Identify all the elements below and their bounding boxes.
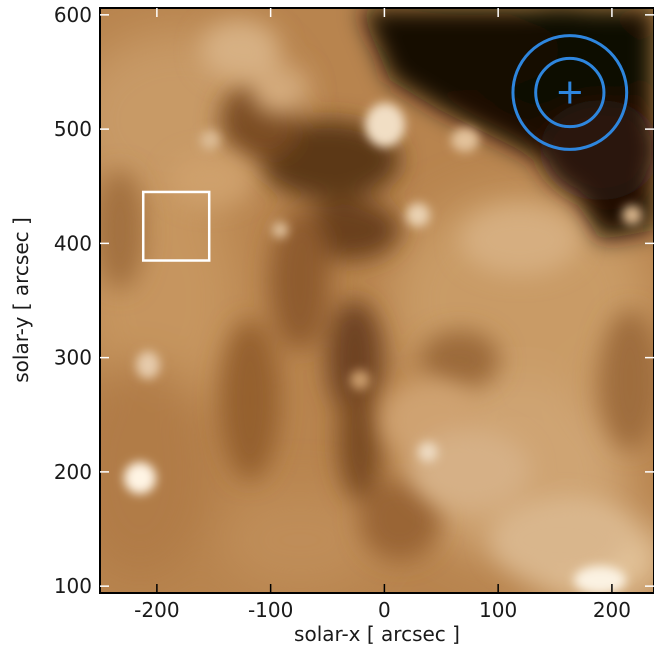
x-tick-label: 200 [593,598,631,622]
x-axis-ticks: -200 -100 0 100 200 [134,8,631,622]
x-tick-label: 100 [479,598,517,622]
x-tick-label: -100 [248,598,293,622]
y-tick-label: 100 [54,574,92,598]
target-outer-circle [511,34,629,151]
x-tick-label: -200 [134,598,179,622]
x-axis-label: solar-x [ arcsec ] [294,622,460,646]
y-tick-label: 200 [54,460,92,484]
y-axis-ticks: 100 200 300 400 500 600 [54,3,654,598]
solar-image [100,8,654,593]
x-tick-label: 0 [378,598,391,622]
y-tick-label: 400 [54,231,92,255]
region-box [141,190,211,262]
y-tick-label: 500 [54,117,92,141]
target-inner-circle [534,56,606,129]
plot-frame [99,7,654,594]
y-tick-label: 300 [54,346,92,370]
y-axis-label: solar-y [ arcsec ] [9,217,33,383]
y-tick-label: 600 [54,3,92,27]
